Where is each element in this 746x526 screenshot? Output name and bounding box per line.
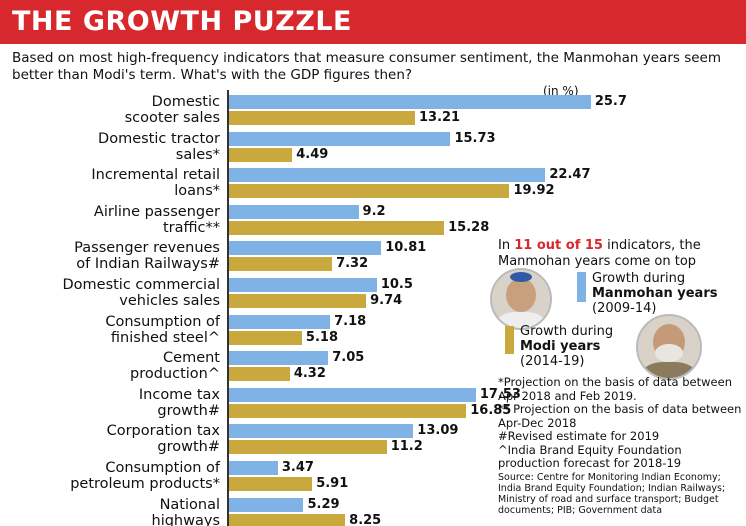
legend-label: Modi years <box>520 339 601 354</box>
notes: *Projection on the basis of data between… <box>498 375 743 516</box>
bar <box>229 278 377 292</box>
category-label: Domestic tractor sales* <box>98 130 220 163</box>
bar <box>229 403 467 418</box>
bar <box>229 477 313 491</box>
value-label: 15.28 <box>448 219 490 235</box>
chart-title: THE GROWTH PUZZLE <box>12 6 352 37</box>
category-label: Domestic scooter sales <box>124 94 220 126</box>
annotation-text: In <box>498 238 511 253</box>
bar <box>229 184 510 199</box>
bar <box>229 241 382 256</box>
category-label: Airline passenger traffic** <box>93 203 220 236</box>
category-label: Consumption of finished steel^ <box>105 313 220 346</box>
bar <box>229 95 591 109</box>
legend-prefix: Growth during <box>592 271 686 286</box>
bar <box>229 220 445 235</box>
legend-period: (2014-19) <box>520 354 585 369</box>
footnote: #Revised estimate for 2019 <box>498 429 660 443</box>
legend-entry: Growth during Modi years (2014-19) <box>520 324 613 369</box>
photo <box>636 314 702 380</box>
category-label: National highways <box>151 496 221 526</box>
annotation: In 11 out of 15 indicators, the Manmohan… <box>498 238 738 270</box>
legend-prefix: Growth during <box>520 324 614 339</box>
photo <box>490 268 552 330</box>
bar <box>229 367 290 382</box>
value-label: 4.49 <box>296 146 329 162</box>
value-label: 5.18 <box>305 329 338 345</box>
category-label: Incremental retail loans* <box>91 167 220 200</box>
bar <box>229 204 359 219</box>
title-bar: THE GROWTH PUZZLE <box>0 0 746 44</box>
annotation-text: indicators, the Manmohan years come on t… <box>498 238 701 269</box>
category-label: Domestic commercial vehicles sales <box>62 277 220 309</box>
bar <box>229 294 367 308</box>
value-label: 8.25 <box>349 512 382 526</box>
bar <box>229 440 387 455</box>
value-label: 7.32 <box>336 256 369 272</box>
category-label: Passenger revenues of Indian Railways# <box>74 240 220 273</box>
annotation-highlight: 11 out of 15 <box>514 238 603 253</box>
value-label: 7.05 <box>332 350 365 366</box>
bar <box>229 424 414 439</box>
value-label: 3.47 <box>281 460 314 475</box>
source: Source: Centre for Monitoring Indian Eco… <box>498 471 726 516</box>
bar <box>229 387 476 402</box>
value-label: 7.18 <box>334 313 367 329</box>
footnote: ** Projection on the basis of data betwe… <box>498 402 742 430</box>
category-label: Consumption of petroleum products* <box>70 460 220 492</box>
value-label: 10.5 <box>380 277 413 292</box>
legend-swatch <box>505 326 514 354</box>
legend-label: Manmohan years <box>592 286 718 301</box>
value-label: 10.81 <box>385 240 427 256</box>
bar <box>229 461 278 475</box>
value-label: 17.53 <box>479 386 521 402</box>
value-label: 15.73 <box>454 130 496 146</box>
footnote: ^India Brand Equity Foundation productio… <box>498 442 682 470</box>
value-label: 22.47 <box>549 167 591 183</box>
legend-entry: Growth during Manmohan years (2009-14) <box>592 271 717 316</box>
bar <box>229 257 333 272</box>
legend-swatch <box>577 272 586 302</box>
bar <box>229 147 293 162</box>
value-label: 5.29 <box>307 496 340 512</box>
footnote: *Projection on the basis of data between… <box>498 375 732 403</box>
subtitle: Based on most high-frequency indicators … <box>12 50 722 83</box>
category-label: Income tax growth# <box>138 386 220 419</box>
bar <box>229 168 546 183</box>
category-label: Cement production^ <box>129 350 220 383</box>
value-label: 16.85 <box>470 402 512 418</box>
unit-label: (in %) <box>543 84 579 98</box>
bar <box>229 497 304 512</box>
bar <box>229 513 346 526</box>
bar <box>229 131 451 146</box>
legend-period: (2009-14) <box>592 301 657 316</box>
value-label: 13.09 <box>417 423 459 439</box>
bar <box>229 351 329 366</box>
category-label: Corporation tax growth# <box>106 423 220 456</box>
bar <box>229 330 302 345</box>
value-label: 9.2 <box>362 203 386 219</box>
bar <box>229 111 415 125</box>
value-label: 4.32 <box>293 366 326 382</box>
value-label: 25.7 <box>594 94 627 109</box>
value-label: 9.74 <box>370 293 403 308</box>
value-label: 13.21 <box>418 110 461 125</box>
value-label: 11.2 <box>390 439 423 455</box>
value-label: 19.92 <box>513 183 555 199</box>
axis-line <box>227 90 229 526</box>
value-label: 5.91 <box>316 476 349 491</box>
bar <box>229 314 331 329</box>
